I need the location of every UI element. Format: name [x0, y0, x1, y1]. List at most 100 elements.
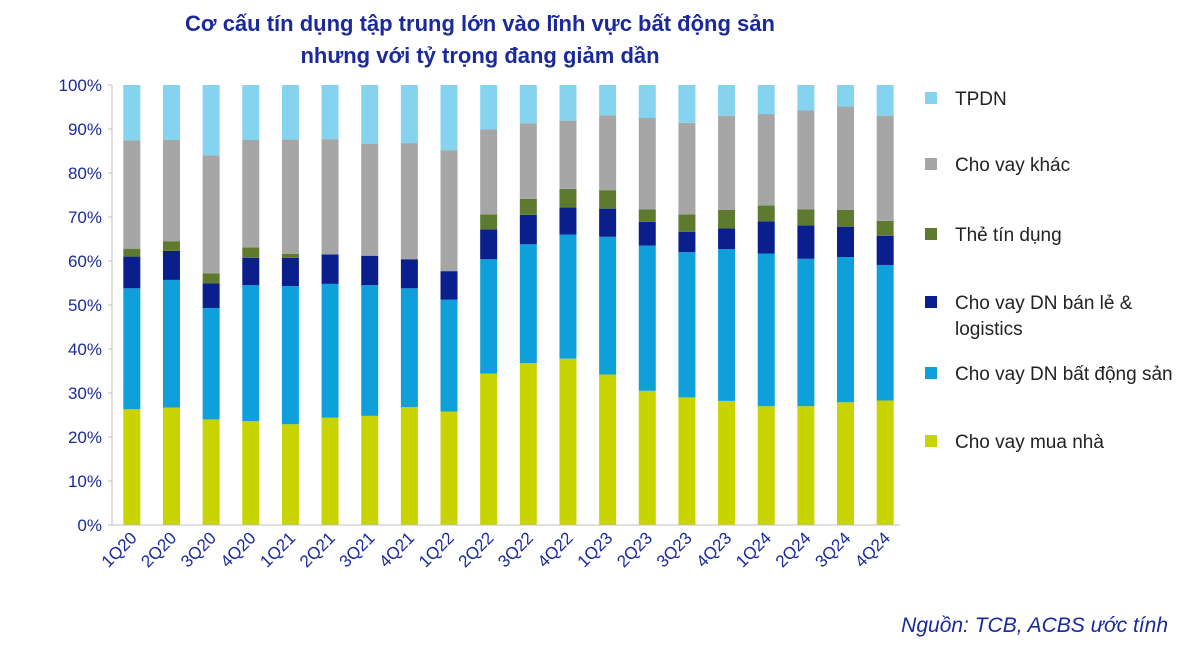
bar-segment-3Q20-s0: [202, 419, 220, 525]
y-tick-label: 100%: [59, 76, 102, 95]
bar-segment-3Q22-s3: [519, 198, 537, 215]
legend-swatch-dn-bat-dong-san: [925, 367, 937, 379]
bar-segment-4Q22-s0: [559, 358, 577, 525]
bar-segment-2Q24-s4: [797, 110, 815, 210]
x-tick-label: 1Q20: [98, 528, 141, 571]
bar-segment-1Q21-s3: [281, 253, 299, 258]
legend-swatch-tpdn: [925, 92, 937, 104]
bar-segment-1Q24-s3: [757, 205, 775, 222]
bar-segment-2Q23-s2: [638, 221, 656, 246]
bar-segment-1Q23-s4: [599, 115, 617, 191]
y-tick-label: 80%: [68, 164, 102, 183]
bar-segment-1Q22-s0: [440, 411, 458, 525]
y-tick-label: 0%: [77, 516, 102, 535]
bar-segment-2Q24-s3: [797, 209, 815, 226]
x-tick-label: 3Q20: [177, 528, 220, 571]
bar-segment-2Q24-s1: [797, 258, 815, 407]
legend-item-dn-bat-dong-san: Cho vay DN bất động sản: [925, 362, 1175, 388]
bar-segment-3Q24-s0: [837, 402, 855, 525]
bar-segment-4Q22-s4: [559, 120, 577, 189]
bar-segment-4Q24-s1: [876, 264, 894, 401]
bar-segment-3Q24-s1: [837, 257, 855, 403]
bar-segment-1Q22-s4: [440, 150, 458, 272]
legend-item-the-tin-dung: Thẻ tín dụng: [925, 223, 1175, 249]
legend-label-tpdn: TPDN: [955, 89, 1007, 110]
bar-segment-2Q22-s2: [480, 229, 498, 260]
y-tick-label: 60%: [68, 252, 102, 271]
bar-segment-1Q23-s3: [599, 190, 617, 209]
bar-segment-3Q23-s1: [678, 252, 696, 398]
bar-segment-1Q20-s0: [123, 409, 141, 525]
x-tick-label: 2Q21: [296, 528, 339, 571]
bar-segment-4Q21-s5: [400, 85, 418, 144]
bar-segment-2Q23-s4: [638, 118, 656, 210]
bar-segment-2Q21-s1: [321, 283, 339, 418]
bar-segment-1Q21-s1: [281, 286, 299, 425]
bar-segment-3Q21-s0: [361, 415, 379, 525]
bar-segment-2Q20-s4: [162, 140, 180, 242]
chart-title: Cơ cấu tín dụng tập trung lớn vào lĩnh v…: [60, 8, 900, 72]
bar-segment-4Q23-s2: [718, 228, 736, 250]
bars-layer: [123, 85, 894, 525]
legend-label-dn-bat-dong-san: Cho vay DN bất động sản: [955, 364, 1173, 385]
bar-segment-1Q24-s5: [757, 85, 775, 115]
x-tick-label: 3Q24: [812, 528, 855, 571]
bar-segment-3Q21-s1: [361, 285, 379, 416]
bar-segment-2Q20-s5: [162, 85, 180, 140]
x-tick-label: 2Q22: [455, 528, 498, 571]
bar-segment-4Q20-s5: [242, 85, 260, 140]
x-tick-label: 4Q24: [851, 528, 894, 571]
bar-segment-2Q20-s2: [162, 250, 180, 280]
bar-segment-1Q21-s5: [281, 85, 299, 140]
legend-item-cho-vay-khac: Cho vay khác: [925, 153, 1175, 179]
bar-segment-2Q23-s3: [638, 209, 656, 222]
x-tick-label: 3Q22: [494, 528, 537, 571]
bar-segment-3Q24-s2: [837, 226, 855, 258]
bar-segment-2Q23-s5: [638, 85, 656, 118]
legend-swatch-the-tin-dung: [925, 228, 937, 240]
bar-segment-2Q23-s0: [638, 390, 656, 525]
bar-segment-4Q23-s4: [718, 115, 736, 210]
bar-segment-4Q23-s0: [718, 400, 736, 525]
bar-segment-1Q22-s5: [440, 85, 458, 151]
x-tick-label: 2Q20: [137, 528, 180, 571]
bar-segment-3Q23-s0: [678, 397, 696, 525]
bar-segment-1Q23-s0: [599, 374, 617, 525]
bar-segment-2Q20-s0: [162, 407, 180, 525]
x-tick-label: 2Q24: [772, 528, 815, 571]
y-tick-label: 10%: [68, 472, 102, 491]
bar-segment-4Q24-s5: [876, 85, 894, 116]
bar-segment-3Q22-s4: [519, 123, 537, 199]
bar-segment-4Q21-s2: [400, 259, 418, 289]
bar-segment-3Q22-s5: [519, 85, 537, 124]
bar-segment-4Q24-s3: [876, 220, 894, 236]
y-tick-label: 90%: [68, 120, 102, 139]
x-tick-label: 1Q24: [732, 528, 775, 571]
bar-segment-4Q24-s0: [876, 400, 894, 525]
bar-segment-3Q22-s0: [519, 363, 537, 525]
bar-segment-4Q22-s3: [559, 188, 577, 208]
bar-segment-1Q21-s2: [281, 257, 299, 287]
bar-segment-2Q22-s3: [480, 214, 498, 230]
bar-segment-1Q20-s5: [123, 85, 141, 141]
bar-segment-1Q23-s5: [599, 85, 617, 116]
bar-segment-2Q22-s1: [480, 259, 498, 374]
bar-segment-1Q20-s3: [123, 248, 141, 257]
bar-segment-3Q24-s5: [837, 85, 855, 107]
bar-segment-4Q24-s4: [876, 115, 894, 221]
x-tick-label: 2Q23: [613, 528, 656, 571]
bar-segment-4Q20-s4: [242, 140, 260, 248]
bar-segment-1Q22-s2: [440, 271, 458, 300]
bar-segment-2Q24-s0: [797, 406, 815, 525]
bar-segment-4Q20-s1: [242, 285, 260, 422]
y-tick-label: 20%: [68, 428, 102, 447]
bar-segment-4Q21-s4: [400, 143, 418, 260]
bar-segment-4Q22-s1: [559, 234, 577, 359]
bar-segment-4Q21-s0: [400, 407, 418, 525]
x-tick-label: 1Q21: [256, 528, 299, 571]
bar-segment-4Q22-s5: [559, 85, 577, 121]
legend-swatch-cho-vay-khac: [925, 158, 937, 170]
bar-segment-3Q21-s4: [361, 143, 379, 256]
bar-segment-2Q21-s0: [321, 417, 339, 525]
y-tick-label: 30%: [68, 384, 102, 403]
